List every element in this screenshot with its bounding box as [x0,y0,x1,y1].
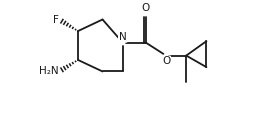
Text: N: N [119,32,127,42]
Text: O: O [142,3,150,13]
Text: H₂N: H₂N [39,66,59,76]
Text: O: O [162,56,170,66]
Text: F: F [53,15,59,24]
